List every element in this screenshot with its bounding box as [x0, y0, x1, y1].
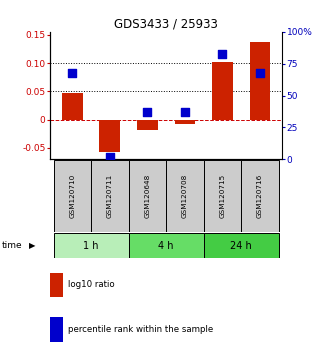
Text: 24 h: 24 h	[230, 241, 252, 251]
Text: percentile rank within the sample: percentile rank within the sample	[68, 325, 213, 334]
Bar	[250, 42, 270, 120]
Text: ▶: ▶	[29, 241, 35, 250]
Text: time: time	[2, 241, 22, 250]
Point	[220, 51, 225, 56]
Text: log10 ratio: log10 ratio	[68, 280, 115, 290]
Bar	[241, 160, 279, 232]
Point	[70, 70, 75, 75]
Text: GSM120711: GSM120711	[107, 174, 113, 218]
Point	[107, 154, 112, 160]
Title: GDS3433 / 25933: GDS3433 / 25933	[114, 18, 218, 31]
Bar	[129, 160, 166, 232]
Bar	[204, 233, 279, 258]
Point	[182, 109, 187, 115]
Point	[145, 109, 150, 115]
Bar	[166, 160, 204, 232]
Text: GSM120648: GSM120648	[144, 174, 150, 218]
Text: 1 h: 1 h	[83, 241, 99, 251]
Bar	[212, 62, 233, 120]
Bar	[137, 120, 158, 130]
Bar	[129, 233, 204, 258]
Text: GSM120715: GSM120715	[220, 174, 225, 218]
Text: GSM120716: GSM120716	[257, 174, 263, 218]
Text: GSM120708: GSM120708	[182, 174, 188, 218]
Bar	[50, 317, 63, 342]
Bar	[175, 120, 195, 124]
Bar	[54, 160, 91, 232]
Text: GSM120710: GSM120710	[69, 174, 75, 218]
Text: 4 h: 4 h	[158, 241, 174, 251]
Bar	[100, 120, 120, 152]
Bar	[62, 93, 82, 120]
Bar	[91, 160, 129, 232]
Bar	[204, 160, 241, 232]
Point	[257, 70, 263, 75]
Bar	[50, 273, 63, 297]
Bar	[54, 233, 129, 258]
